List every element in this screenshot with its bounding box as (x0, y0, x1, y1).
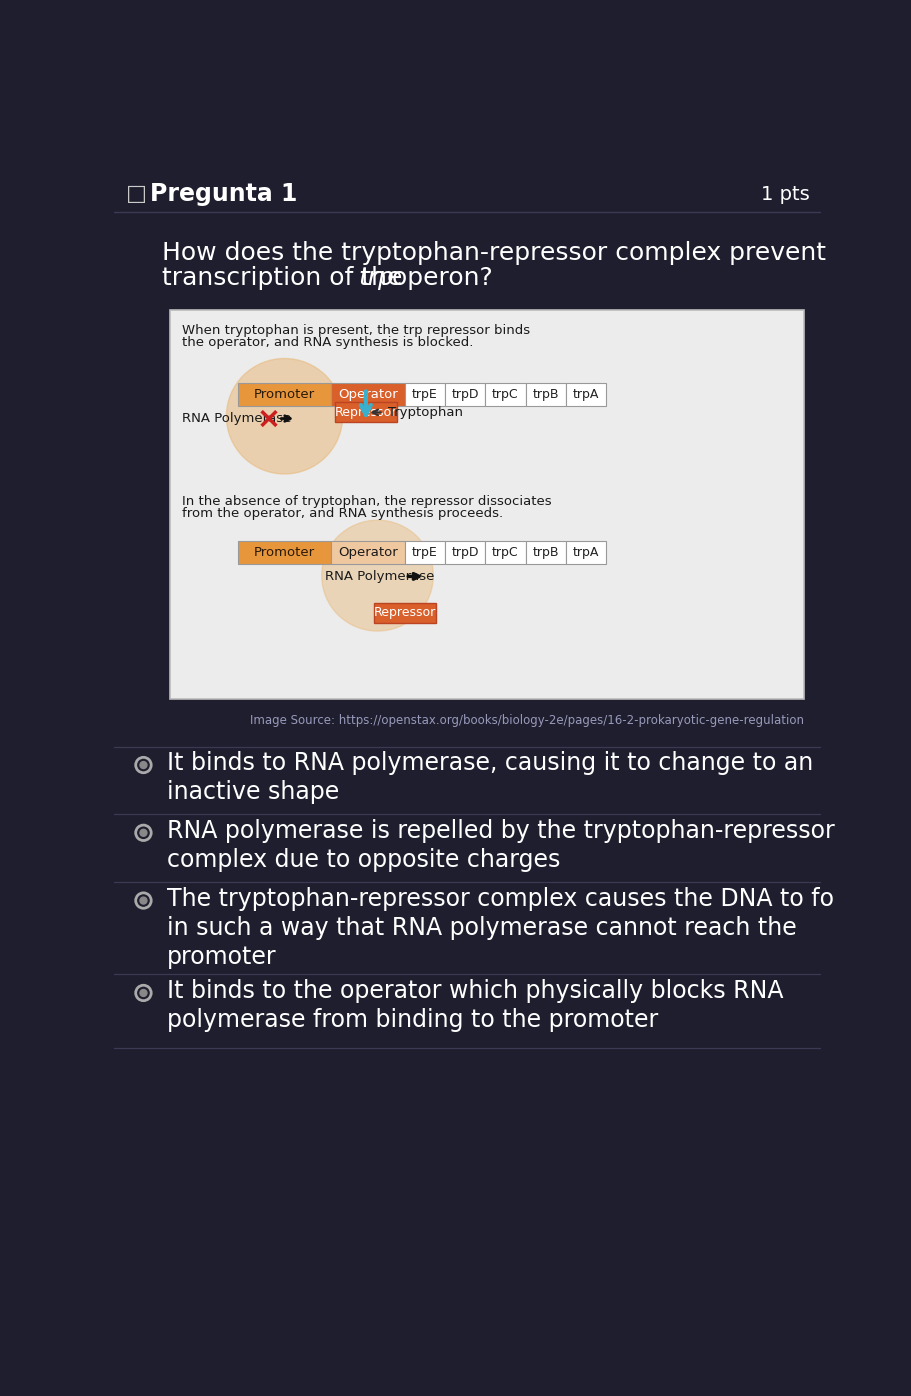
Bar (485, 542, 525, 564)
Text: inactive shape: inactive shape (167, 780, 339, 804)
Text: Image Source: https://openstax.org/books/biology-2e/pages/16-2-prokaryotic-gene-: Image Source: https://openstax.org/books… (250, 715, 803, 727)
Text: the operator, and RNA synthesis is blocked.: the operator, and RNA synthesis is block… (182, 336, 473, 349)
Bar (404, 542, 445, 564)
Text: RNA Polymerase: RNA Polymerase (182, 412, 292, 424)
Text: trpD: trpD (451, 546, 478, 558)
Bar (525, 542, 565, 564)
Text: operon?: operon? (384, 267, 493, 290)
Text: Pregunta 1: Pregunta 1 (149, 183, 297, 207)
Text: It binds to RNA polymerase, causing it to change to an: It binds to RNA polymerase, causing it t… (167, 751, 812, 775)
Text: complex due to opposite charges: complex due to opposite charges (167, 849, 559, 872)
Text: Operator: Operator (338, 388, 397, 401)
Text: in such a way that RNA polymerase cannot reach the: in such a way that RNA polymerase cannot… (167, 916, 795, 940)
Text: Repressor: Repressor (374, 606, 435, 618)
Text: It binds to the operator which physically blocks RNA: It binds to the operator which physicall… (167, 979, 783, 1004)
Bar (238, 542, 331, 564)
Text: In the absence of tryptophan, the repressor dissociates: In the absence of tryptophan, the repres… (182, 494, 551, 508)
Text: 1 pts: 1 pts (761, 186, 809, 204)
Text: How does the tryptophan-repressor complex prevent: How does the tryptophan-repressor comple… (162, 240, 825, 265)
Text: trpA: trpA (572, 546, 599, 558)
Text: Tryptophan: Tryptophan (387, 406, 462, 419)
Text: trpC: trpC (492, 546, 518, 558)
Text: promoter: promoter (167, 945, 276, 969)
Text: trpD: trpD (451, 388, 478, 401)
Text: The tryptophan-repressor complex causes the DNA to fo: The tryptophan-repressor complex causes … (167, 886, 833, 910)
Bar (331, 383, 404, 406)
Circle shape (139, 898, 147, 905)
Bar (331, 542, 404, 564)
Text: trpE: trpE (412, 388, 437, 401)
Text: trpB: trpB (532, 546, 558, 558)
Text: Promoter: Promoter (253, 546, 314, 558)
Text: Repressor: Repressor (334, 406, 396, 419)
Bar (485, 383, 525, 406)
Text: trpC: trpC (492, 388, 518, 401)
Circle shape (139, 990, 147, 997)
Bar (445, 383, 485, 406)
Text: polymerase from binding to the promoter: polymerase from binding to the promoter (167, 1008, 657, 1033)
Text: RNA Polymerase: RNA Polymerase (324, 570, 434, 584)
Text: trp: trp (359, 267, 394, 290)
Bar (404, 383, 445, 406)
Text: trpE: trpE (412, 546, 437, 558)
Text: Operator: Operator (338, 546, 397, 558)
Circle shape (322, 521, 433, 631)
FancyBboxPatch shape (169, 310, 803, 699)
Circle shape (226, 359, 343, 475)
Bar (374, 603, 435, 623)
Circle shape (139, 762, 147, 769)
Text: from the operator, and RNA synthesis proceeds.: from the operator, and RNA synthesis pro… (182, 507, 503, 521)
Text: transcription of the: transcription of the (162, 267, 410, 290)
Bar (565, 383, 606, 406)
Text: RNA polymerase is repelled by the tryptophan-repressor: RNA polymerase is repelled by the trypto… (167, 819, 834, 843)
Bar (565, 542, 606, 564)
Bar (445, 542, 485, 564)
Text: trpA: trpA (572, 388, 599, 401)
Text: trpB: trpB (532, 388, 558, 401)
Text: When tryptophan is present, the trp repressor binds: When tryptophan is present, the trp repr… (182, 324, 529, 336)
Bar (238, 383, 331, 406)
Circle shape (139, 829, 147, 836)
Bar (334, 402, 396, 423)
Text: □: □ (127, 184, 148, 204)
Bar (525, 383, 565, 406)
Text: Promoter: Promoter (253, 388, 314, 401)
